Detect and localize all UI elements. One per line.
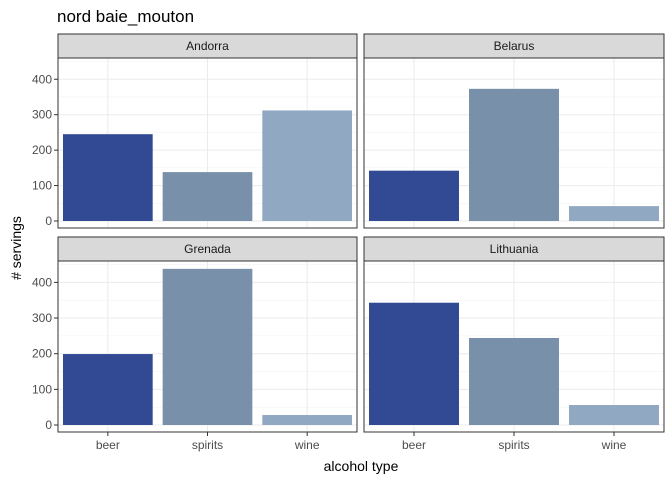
bar-beer — [62, 134, 153, 221]
facet-strip — [363, 33, 665, 59]
bar-spirits — [162, 172, 253, 221]
x-tick-label: spirits — [192, 438, 223, 452]
facet-strip-label: Andorra — [186, 39, 229, 53]
x-tick-label: beer — [96, 438, 120, 452]
y-axis-title: # servings — [8, 216, 24, 280]
facet-strip — [363, 236, 665, 262]
facet-strip-label: Lithuania — [490, 242, 539, 256]
bar-wine — [262, 415, 353, 425]
bar-wine — [569, 405, 659, 425]
y-tick-label: 100 — [32, 382, 52, 396]
bar-spirits — [469, 338, 559, 425]
x-axis-title: alcohol type — [324, 458, 399, 474]
y-tick-label: 0 — [45, 418, 52, 432]
chart-title: nord baie_mouton — [57, 7, 194, 26]
y-tick-label: 200 — [32, 143, 52, 157]
y-tick-label: 0 — [45, 214, 52, 228]
facet-panels: Andorra 0 100 200 300 400 Belarus Grenada 0 100 20… — [32, 33, 665, 452]
y-tick-label: 300 — [32, 311, 52, 325]
y-tick-label: 400 — [32, 72, 52, 86]
x-tick-label: wine — [601, 438, 627, 452]
facet-strip-label: Belarus — [494, 39, 535, 53]
y-tick-label: 100 — [32, 179, 52, 193]
x-tick-label: spirits — [498, 438, 529, 452]
panel-border — [57, 57, 358, 229]
x-tick-label: beer — [402, 438, 426, 452]
facet-strip — [57, 33, 358, 59]
y-tick-label: 300 — [32, 108, 52, 122]
bar-wine — [569, 206, 659, 221]
bar-wine — [262, 110, 353, 221]
facet-strip — [57, 236, 358, 262]
bar-spirits — [469, 88, 559, 221]
panel-border — [363, 57, 665, 229]
bar-beer — [62, 354, 153, 425]
facet-strip-label: Grenada — [184, 242, 231, 256]
bar-spirits — [162, 268, 253, 425]
bar-beer — [369, 302, 459, 425]
bar-beer — [369, 170, 459, 221]
y-tick-label: 200 — [32, 347, 52, 361]
x-tick-label: wine — [294, 438, 320, 452]
y-tick-label: 400 — [32, 275, 52, 289]
